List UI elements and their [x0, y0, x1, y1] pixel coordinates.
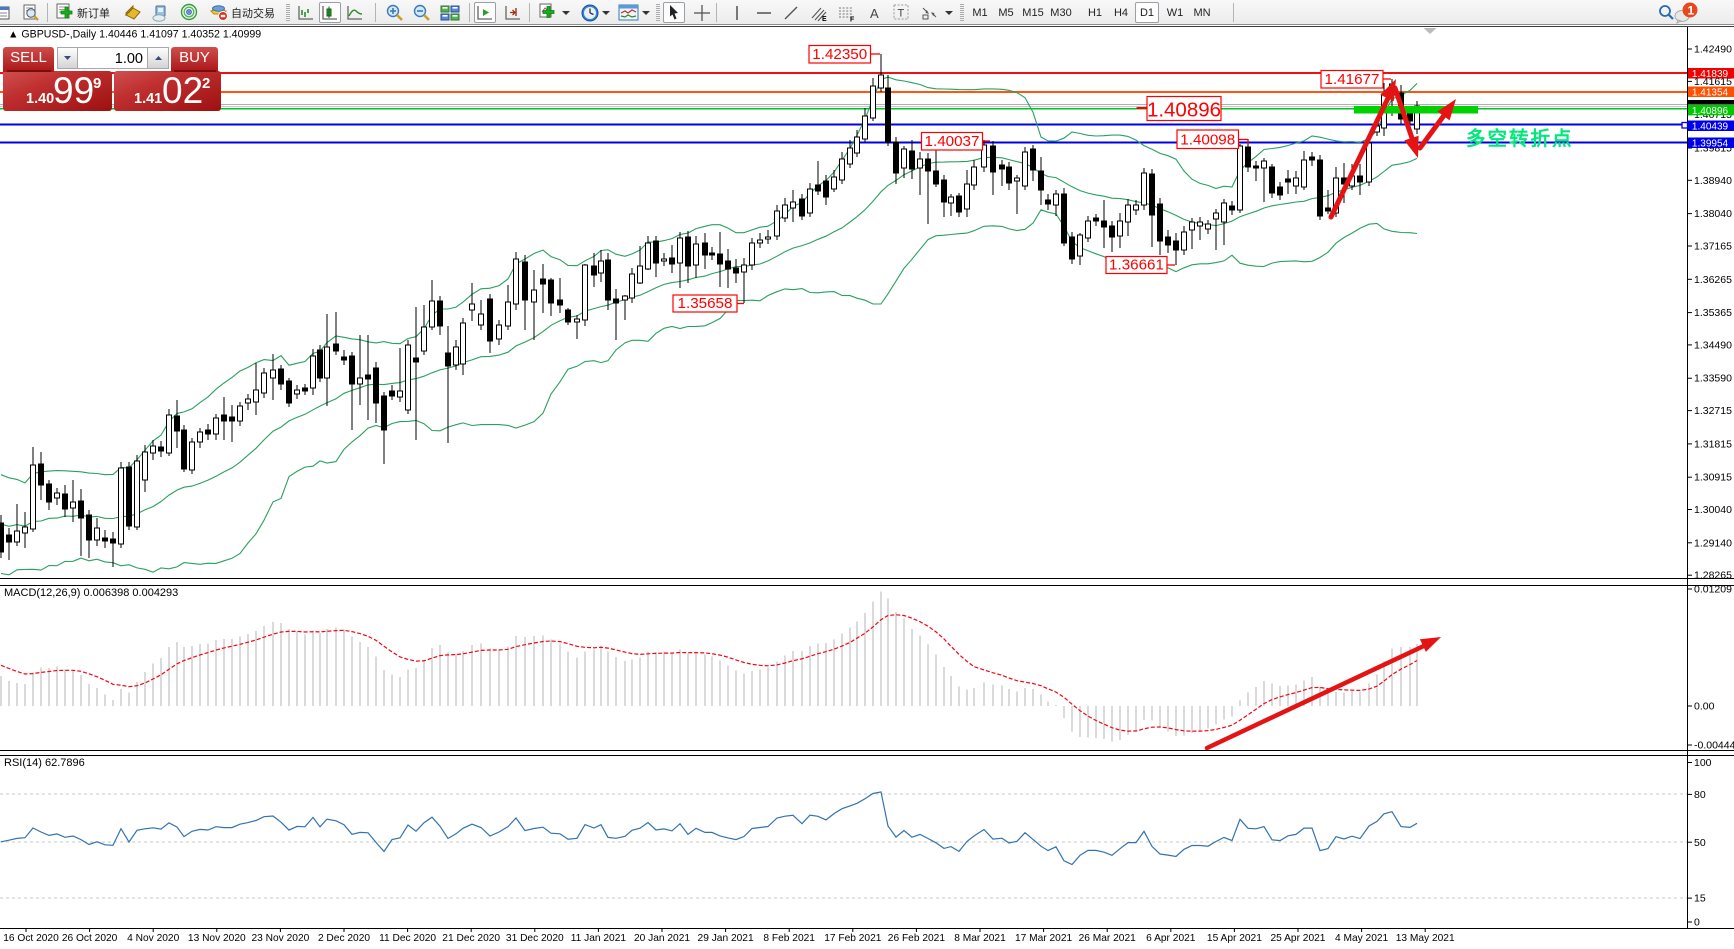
svg-text:31 Dec 2020: 31 Dec 2020: [506, 933, 564, 944]
svg-text:1.40896: 1.40896: [1147, 99, 1221, 122]
svg-text:20 Jan 2021: 20 Jan 2021: [634, 933, 690, 944]
svg-text:1.35365: 1.35365: [1694, 307, 1732, 319]
svg-text:15 Apr 2021: 15 Apr 2021: [1207, 933, 1262, 944]
svg-text:1.36265: 1.36265: [1694, 274, 1732, 286]
svg-text:6 Apr 2021: 6 Apr 2021: [1146, 933, 1196, 944]
svg-text:1.40037: 1.40037: [925, 133, 980, 150]
svg-text:1.42350: 1.42350: [812, 46, 867, 63]
svg-text:A: A: [870, 6, 879, 21]
svg-text:1.41839: 1.41839: [1692, 69, 1729, 80]
svg-text:21 Dec 2020: 21 Dec 2020: [442, 933, 500, 944]
svg-text:1.41615: 1.41615: [1694, 76, 1732, 88]
svg-text:50: 50: [1694, 837, 1706, 849]
svg-text:8 Feb 2021: 8 Feb 2021: [763, 933, 815, 944]
svg-text:1.39954: 1.39954: [1692, 139, 1729, 150]
svg-text:1.31815: 1.31815: [1694, 438, 1732, 450]
svg-text:1.42490: 1.42490: [1694, 44, 1732, 56]
svg-text:8 Mar 2021: 8 Mar 2021: [954, 933, 1006, 944]
svg-text:E: E: [822, 16, 827, 22]
svg-text:1.41354: 1.41354: [1692, 88, 1729, 99]
svg-text:1.40098: 1.40098: [1180, 132, 1235, 149]
svg-text:1.30040: 1.30040: [1694, 504, 1732, 516]
svg-text:100: 100: [1694, 757, 1712, 769]
svg-text:29 Jan 2021: 29 Jan 2021: [698, 933, 754, 944]
svg-text:T: T: [897, 8, 904, 20]
svg-text:80: 80: [1694, 789, 1706, 801]
svg-text:2 Dec 2020: 2 Dec 2020: [318, 933, 370, 944]
svg-text:25 Apr 2021: 25 Apr 2021: [1271, 933, 1326, 944]
svg-text:1.36661: 1.36661: [1109, 257, 1164, 274]
svg-text:15: 15: [1694, 893, 1706, 905]
svg-text:1: 1: [1688, 3, 1695, 17]
svg-text:F: F: [850, 16, 855, 22]
svg-text:11 Jan 2021: 11 Jan 2021: [571, 933, 627, 944]
svg-text:4 May 2021: 4 May 2021: [1335, 933, 1389, 944]
svg-text:0: 0: [1694, 917, 1700, 929]
svg-text:26 Oct 2020: 26 Oct 2020: [62, 933, 118, 944]
svg-text:MACD(12,26,9) 0.006398 0.00429: MACD(12,26,9) 0.006398 0.004293: [4, 587, 178, 599]
svg-text:13 Nov 2020: 13 Nov 2020: [188, 933, 246, 944]
svg-text:1.38040: 1.38040: [1694, 208, 1732, 220]
svg-text:13 May 2021: 13 May 2021: [1396, 933, 1455, 944]
svg-text:17 Mar 2021: 17 Mar 2021: [1015, 933, 1073, 944]
svg-text:1.40439: 1.40439: [1692, 122, 1729, 133]
svg-text:0.00: 0.00: [1694, 701, 1715, 713]
svg-text:23 Nov 2020: 23 Nov 2020: [252, 933, 310, 944]
svg-text:1.32715: 1.32715: [1694, 405, 1732, 417]
svg-text:16 Oct 2020: 16 Oct 2020: [3, 933, 59, 944]
svg-text:17 Feb 2021: 17 Feb 2021: [824, 933, 882, 944]
svg-text:-0.004446: -0.004446: [1694, 740, 1734, 752]
svg-text:1.29140: 1.29140: [1694, 537, 1732, 549]
svg-text:1.37165: 1.37165: [1694, 241, 1732, 253]
svg-text:1.30915: 1.30915: [1694, 472, 1732, 484]
svg-text:11 Dec 2020: 11 Dec 2020: [379, 933, 436, 944]
svg-text:0.01209: 0.01209: [1694, 584, 1732, 596]
svg-text:4 Nov 2020: 4 Nov 2020: [127, 933, 179, 944]
svg-text:1.41677: 1.41677: [1325, 71, 1380, 88]
svg-text:RSI(14) 62.7896: RSI(14) 62.7896: [4, 757, 85, 769]
svg-text:1.33590: 1.33590: [1694, 373, 1732, 385]
svg-text:多空转折点: 多空转折点: [1466, 127, 1574, 150]
svg-text:26 Mar 2021: 26 Mar 2021: [1079, 933, 1137, 944]
svg-text:26 Feb 2021: 26 Feb 2021: [888, 933, 946, 944]
svg-text:1.40896: 1.40896: [1692, 106, 1729, 117]
svg-text:1.35658: 1.35658: [678, 295, 733, 312]
svg-text:1.38940: 1.38940: [1694, 175, 1732, 187]
svg-text:1.34490: 1.34490: [1694, 339, 1732, 351]
svg-text:▲ GBPUSD-,Daily 1.40446 1.410: ▲ GBPUSD-,Daily 1.40446 1.41097 1.40352 …: [8, 29, 261, 41]
svg-text:1.28265: 1.28265: [1694, 570, 1732, 582]
